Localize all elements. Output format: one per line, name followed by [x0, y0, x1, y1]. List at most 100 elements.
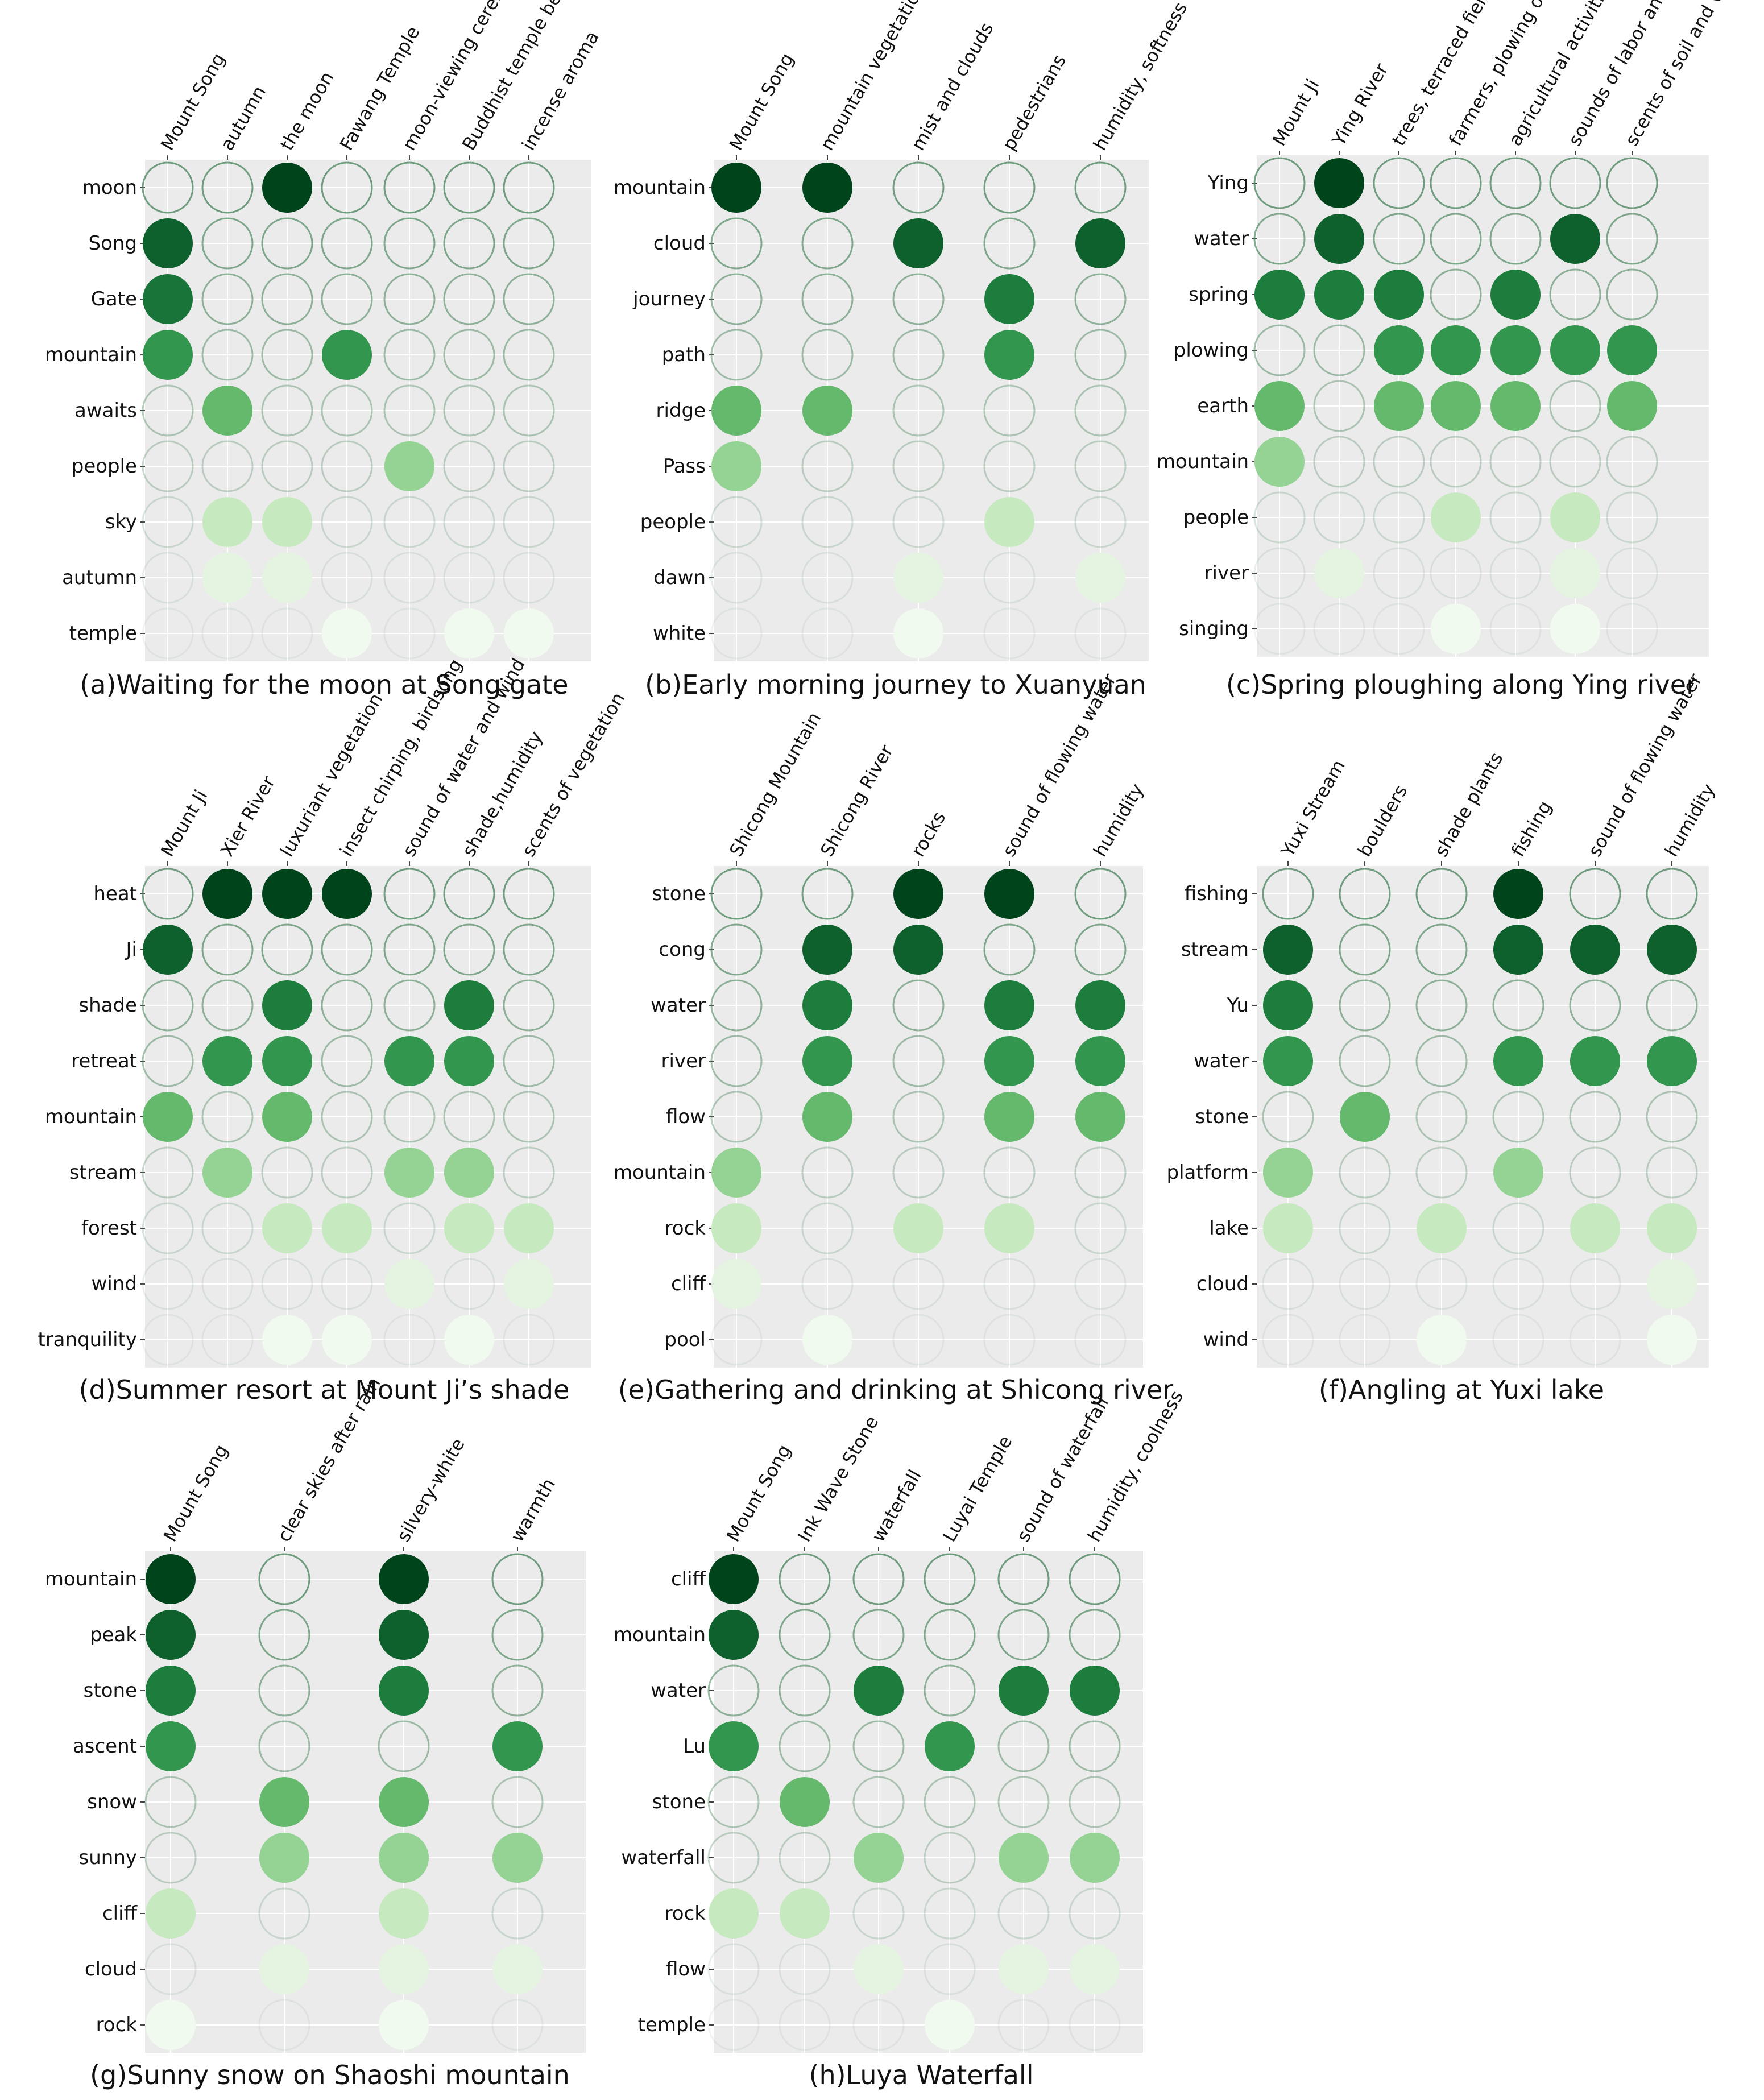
empty-dot: [983, 552, 1036, 604]
empty-dot: [1339, 868, 1391, 920]
heat-dot: [504, 1259, 554, 1309]
heat-dot: [202, 497, 252, 547]
empty-dot: [383, 329, 436, 381]
panel-caption: (b)Early morning journey to Xuanyuan: [645, 669, 1146, 700]
empty-dot: [1262, 1091, 1314, 1143]
heat-dot: [379, 1610, 429, 1660]
row-label: platform: [1167, 1161, 1249, 1184]
empty-dot: [142, 496, 194, 548]
empty-dot: [1549, 380, 1601, 432]
heat-dot: [322, 1315, 372, 1365]
heat-dot: [1493, 925, 1543, 975]
empty-dot: [144, 1832, 197, 1884]
empty-dot: [924, 1609, 976, 1661]
empty-dot: [779, 1609, 831, 1661]
empty-dot: [801, 217, 854, 270]
empty-dot: [321, 552, 373, 604]
heat-dot: [802, 163, 852, 213]
empty-dot: [383, 607, 436, 660]
heat-dot: [1431, 325, 1481, 375]
heat-dot: [709, 1721, 759, 1771]
empty-dot: [443, 329, 495, 381]
empty-dot: [1415, 979, 1468, 1032]
empty-dot: [261, 273, 313, 325]
empty-dot: [142, 440, 194, 492]
empty-dot: [892, 329, 945, 381]
empty-dot: [1069, 1776, 1121, 1828]
empty-dot: [503, 1146, 555, 1199]
heat-dot: [1550, 325, 1600, 375]
heat-dot: [379, 2000, 429, 2050]
column-label: humidity: [1661, 780, 1720, 860]
empty-dot: [1074, 1258, 1127, 1310]
heat-dot: [1075, 980, 1125, 1030]
heat-dot: [1314, 214, 1364, 264]
heat-dot: [1374, 270, 1424, 320]
empty-dot: [321, 384, 373, 437]
empty-dot: [801, 552, 854, 604]
row-label: mountain: [45, 1568, 137, 1590]
empty-dot: [710, 217, 763, 270]
empty-dot: [1262, 1314, 1314, 1366]
empty-dot: [710, 273, 763, 325]
empty-dot: [983, 1258, 1036, 1310]
row-label: river: [661, 1050, 706, 1072]
heat-dot: [379, 1666, 429, 1716]
empty-dot: [1339, 1202, 1391, 1254]
empty-dot: [892, 1258, 945, 1310]
empty-dot: [443, 217, 495, 270]
empty-dot: [383, 217, 436, 270]
column-label: Luyai Temple: [938, 1432, 1016, 1546]
heat-dot: [1490, 270, 1541, 320]
empty-dot: [1492, 1314, 1544, 1366]
empty-dot: [1606, 491, 1658, 544]
empty-dot: [1646, 979, 1698, 1032]
heat-dot: [984, 274, 1034, 324]
empty-dot: [801, 496, 854, 548]
empty-dot: [779, 1999, 831, 2051]
row-label: Ji: [125, 938, 137, 961]
heat-dot: [1254, 270, 1305, 320]
empty-dot: [258, 1664, 310, 1717]
empty-dot: [1373, 603, 1425, 655]
heat-dot: [444, 608, 494, 658]
heat-dot: [492, 1944, 543, 1994]
empty-dot: [1646, 1091, 1698, 1143]
empty-dot: [258, 1887, 310, 1940]
column-label: Mount Song: [159, 1441, 232, 1546]
empty-dot: [1430, 213, 1482, 265]
empty-dot: [1253, 324, 1306, 376]
heat-dot: [854, 1944, 904, 1994]
panel-caption: (d)Summer resort at Mount Ji’s shade: [79, 1374, 570, 1405]
empty-dot: [1074, 923, 1127, 976]
heat-dot: [262, 980, 312, 1030]
row-label: waterfall: [621, 1846, 706, 1869]
row-label: cloud: [653, 232, 706, 255]
empty-dot: [383, 979, 436, 1032]
empty-dot: [378, 1720, 430, 1772]
empty-dot: [1606, 213, 1658, 265]
heat-dot: [322, 869, 372, 919]
column-label: rocks: [907, 808, 950, 860]
empty-dot: [1253, 157, 1306, 209]
empty-dot: [321, 1146, 373, 1199]
empty-dot: [1262, 868, 1314, 920]
row-label: Lu: [683, 1735, 706, 1758]
empty-dot: [383, 384, 436, 437]
heatmap-panel: Yuxi Stream boulders shade plants fishing so…: [1167, 669, 1720, 1405]
row-label: path: [662, 343, 706, 366]
empty-dot: [201, 440, 254, 492]
heat-dot: [780, 1888, 830, 1939]
heat-dot: [143, 218, 193, 268]
heat-dot: [1647, 1036, 1697, 1086]
heat-dot: [893, 553, 943, 603]
panel-caption: (h)Luya Waterfall: [809, 2060, 1034, 2090]
empty-dot: [383, 923, 436, 976]
empty-dot: [491, 1553, 544, 1605]
empty-dot: [321, 161, 373, 214]
empty-dot: [1069, 1887, 1121, 1940]
empty-dot: [491, 1776, 544, 1828]
heat-dot: [384, 1036, 434, 1086]
empty-dot: [261, 607, 313, 660]
